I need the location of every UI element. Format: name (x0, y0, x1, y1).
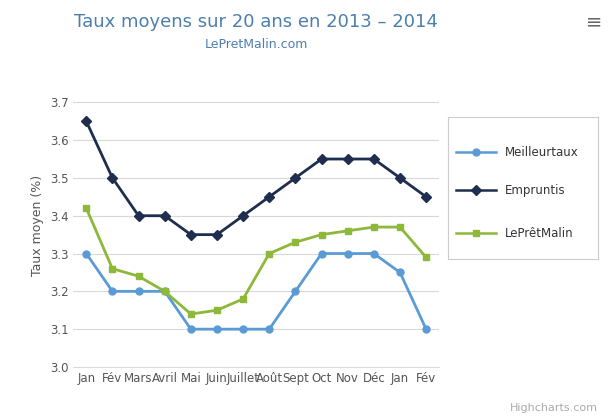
Text: LePretMalin.com: LePretMalin.com (204, 38, 308, 50)
Meilleurtaux (370, 251, 378, 256)
Empruntis (135, 213, 142, 218)
Text: ≡: ≡ (586, 13, 603, 32)
Empruntis (265, 194, 273, 199)
Meilleurtaux (109, 289, 116, 294)
Empruntis (161, 213, 168, 218)
LePrêtMalin (396, 225, 404, 230)
Meilleurtaux (423, 327, 430, 332)
LePrêtMalin (318, 232, 325, 237)
Empruntis (370, 156, 378, 161)
Empruntis (109, 176, 116, 181)
LePrêtMalin (265, 251, 273, 256)
Meilleurtaux (396, 270, 404, 275)
Meilleurtaux (161, 289, 168, 294)
Text: LePrêtMalin: LePrêtMalin (505, 226, 574, 239)
LePrêtMalin (370, 225, 378, 230)
Empruntis (318, 156, 325, 161)
Meilleurtaux (214, 327, 221, 332)
Meilleurtaux (240, 327, 247, 332)
Line: LePrêtMalin: LePrêtMalin (83, 205, 429, 317)
Meilleurtaux (344, 251, 351, 256)
LePrêtMalin (109, 266, 116, 271)
Empruntis (214, 232, 221, 237)
Meilleurtaux (265, 327, 273, 332)
Text: Meilleurtaux: Meilleurtaux (505, 146, 579, 159)
LePrêtMalin (161, 289, 168, 294)
Meilleurtaux (82, 251, 90, 256)
Meilleurtaux (318, 251, 325, 256)
LePrêtMalin (423, 255, 430, 260)
Meilleurtaux (187, 327, 195, 332)
Empruntis (82, 119, 90, 124)
Empruntis (240, 213, 247, 218)
Empruntis (423, 194, 430, 199)
Line: Empruntis: Empruntis (83, 118, 429, 238)
LePrêtMalin (292, 240, 299, 245)
Meilleurtaux (135, 289, 142, 294)
LePrêtMalin (187, 311, 195, 317)
Line: Meilleurtaux: Meilleurtaux (83, 250, 429, 333)
LePrêtMalin (135, 274, 142, 279)
LePrêtMalin (214, 308, 221, 313)
LePrêtMalin (344, 229, 351, 234)
LePrêtMalin (240, 296, 247, 301)
LePrêtMalin (82, 206, 90, 211)
Empruntis (187, 232, 195, 237)
Empruntis (344, 156, 351, 161)
Meilleurtaux (292, 289, 299, 294)
Empruntis (396, 176, 404, 181)
Empruntis (292, 176, 299, 181)
Text: Highcharts.com: Highcharts.com (510, 403, 598, 413)
Text: Taux moyens sur 20 ans en 2013 – 2014: Taux moyens sur 20 ans en 2013 – 2014 (74, 13, 438, 30)
Text: Empruntis: Empruntis (505, 184, 565, 197)
Y-axis label: Taux moyen (%): Taux moyen (%) (31, 175, 44, 276)
